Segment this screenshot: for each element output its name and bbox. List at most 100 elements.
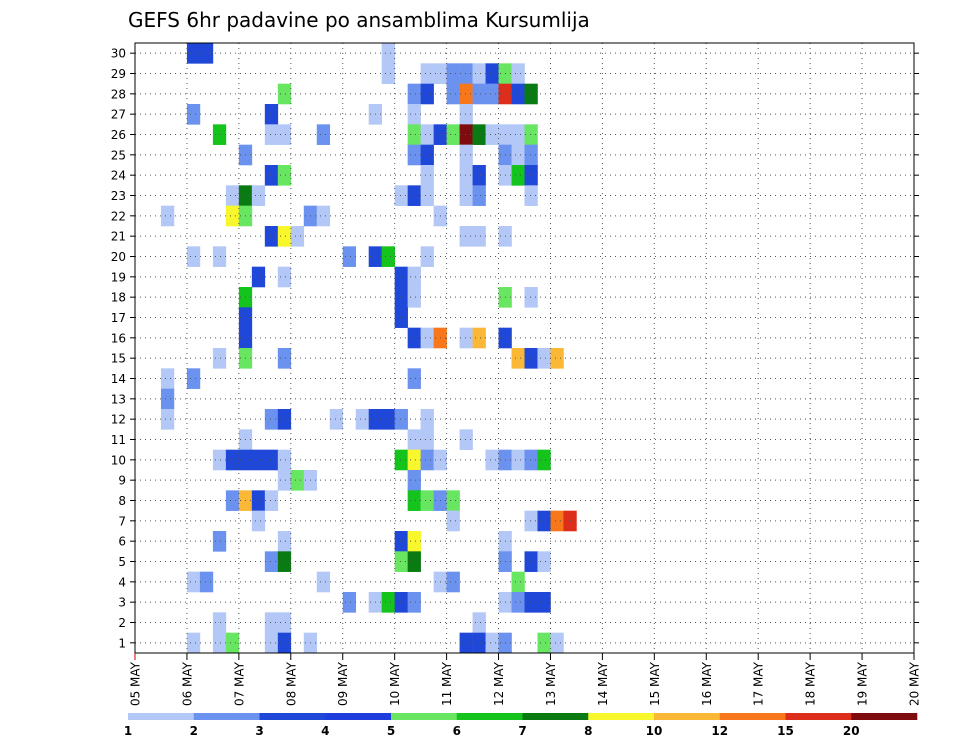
heat-cell xyxy=(459,185,473,206)
heat-cell xyxy=(290,470,305,491)
heat-cell xyxy=(160,205,175,227)
heat-cell xyxy=(459,327,473,349)
heat-cell xyxy=(199,43,214,64)
plot-frame xyxy=(134,42,915,654)
heat-cell xyxy=(277,348,292,369)
x-tick-label: 17 MAY xyxy=(752,661,766,706)
heat-cell xyxy=(459,83,473,105)
heat-cell xyxy=(212,632,227,654)
heat-cell xyxy=(186,368,201,389)
colorbar-segment xyxy=(259,713,326,720)
x-tick-label: 20 MAY xyxy=(908,661,922,706)
y-tick-label: 15 xyxy=(111,352,126,366)
heat-cell xyxy=(511,592,525,613)
heat-cell xyxy=(511,571,525,593)
heat-cell xyxy=(342,592,357,613)
heat-cell xyxy=(459,632,473,654)
heat-cell xyxy=(277,409,292,430)
heat-cell xyxy=(212,449,227,471)
colorbar-label: 10 xyxy=(646,724,663,738)
heat-cell xyxy=(186,43,201,64)
heat-cell xyxy=(264,124,279,145)
heat-cell xyxy=(407,124,421,145)
heat-cell xyxy=(524,185,538,206)
colorbar: 1 2 3 4 5 6 7 8 10 12 15 20 xyxy=(124,713,918,738)
heat-cell xyxy=(511,348,525,369)
heat-cell xyxy=(355,409,369,430)
x-tick-label: 11 MAY xyxy=(440,661,454,706)
y-tick-label: 28 xyxy=(111,87,126,101)
heat-cell xyxy=(407,185,421,206)
y-tick-label: 11 xyxy=(111,433,126,447)
y-axis: 1234567891011121314151617181920212223242… xyxy=(111,47,919,650)
y-tick-label: 22 xyxy=(111,209,126,223)
heat-cell xyxy=(537,510,551,532)
heat-cell xyxy=(277,612,292,633)
colorbar-label: 5 xyxy=(387,724,395,738)
heat-cell xyxy=(537,551,551,572)
heat-cell xyxy=(290,226,305,247)
heat-cell xyxy=(472,185,486,206)
x-tick-label: 13 MAY xyxy=(544,661,558,706)
heat-cell xyxy=(524,551,538,572)
colorbar-segment xyxy=(128,713,195,720)
heat-cell xyxy=(160,409,175,430)
y-tick-label: 13 xyxy=(111,392,126,406)
y-tick-label: 14 xyxy=(111,372,126,386)
heat-cell xyxy=(407,287,421,308)
x-tick-label: 10 MAY xyxy=(388,661,402,706)
heat-cell xyxy=(329,409,344,430)
heat-cell xyxy=(446,83,460,105)
heat-cell xyxy=(485,124,499,145)
heat-cell xyxy=(212,531,227,552)
x-tick-label: 06 MAY xyxy=(180,661,194,706)
heat-cell xyxy=(394,449,408,471)
heat-cell xyxy=(277,632,292,654)
y-tick-label: 24 xyxy=(111,169,126,183)
heat-cell xyxy=(485,632,499,654)
heat-cell xyxy=(511,124,525,145)
heat-cell xyxy=(472,612,486,633)
y-tick-label: 16 xyxy=(111,331,126,345)
heat-cell xyxy=(381,246,395,267)
heat-cell xyxy=(524,144,538,166)
heat-cell xyxy=(264,612,279,633)
colorbar-segment xyxy=(456,713,523,720)
heat-cell xyxy=(485,449,499,471)
heat-cell xyxy=(524,348,538,369)
heat-cell xyxy=(420,449,434,471)
heat-cell xyxy=(524,287,538,308)
heat-cell xyxy=(459,165,473,186)
heat-cell xyxy=(342,246,357,267)
colorbar-label: 20 xyxy=(843,724,860,738)
heat-cell xyxy=(277,470,292,491)
heat-cell xyxy=(225,632,240,654)
heat-cell xyxy=(277,551,292,572)
y-tick-label: 27 xyxy=(111,108,126,122)
heat-cell xyxy=(212,348,227,369)
y-tick-label: 17 xyxy=(111,311,126,325)
heat-cell xyxy=(407,327,421,349)
heat-cell xyxy=(264,165,279,186)
heat-cell xyxy=(472,83,486,105)
heat-cell xyxy=(511,165,525,186)
colorbar-segment xyxy=(785,713,852,720)
colorbar-segment xyxy=(325,713,392,720)
y-tick-label: 18 xyxy=(111,291,126,305)
heat-cell xyxy=(537,632,551,654)
heat-cell xyxy=(472,327,486,349)
x-tick-label: 19 MAY xyxy=(856,661,870,706)
y-tick-label: 12 xyxy=(111,413,126,427)
colorbar-label: 6 xyxy=(453,724,461,738)
y-tick-label: 30 xyxy=(111,47,126,61)
heat-cell xyxy=(264,632,279,654)
heat-cell xyxy=(394,185,408,206)
colorbar-label: 2 xyxy=(190,724,198,738)
heat-cell xyxy=(277,165,292,186)
heat-cell xyxy=(160,388,175,410)
heat-cell xyxy=(472,632,486,654)
colorbar-segment xyxy=(391,713,458,720)
heat-cell xyxy=(550,632,564,654)
heat-cell xyxy=(420,429,434,450)
